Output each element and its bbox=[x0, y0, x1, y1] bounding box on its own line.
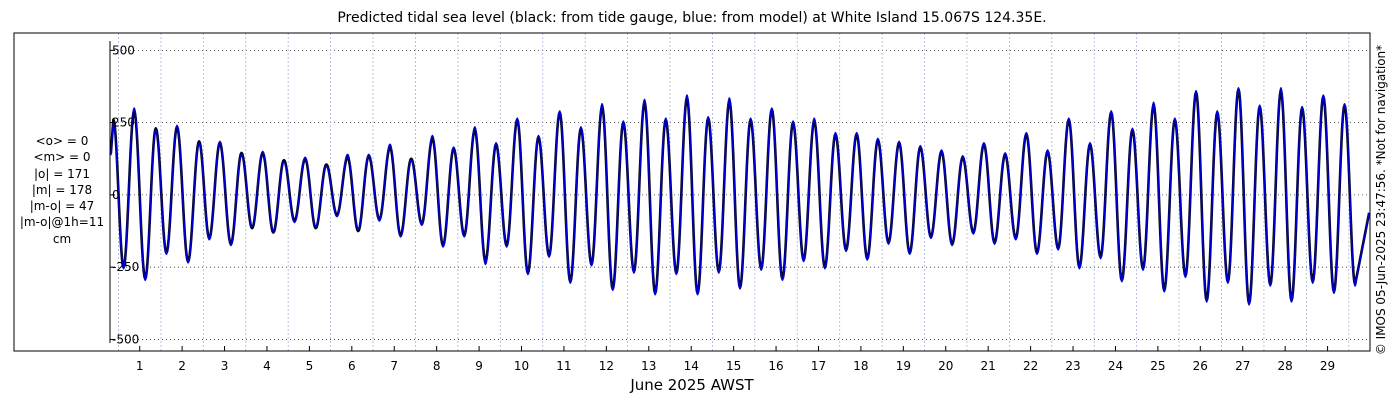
series-layer bbox=[109, 87, 1371, 306]
x-tick-label: 10 bbox=[514, 359, 529, 373]
x-tick-label: 8 bbox=[433, 359, 441, 373]
stat-model-abs: |m| = 178 bbox=[31, 182, 93, 197]
x-tick-label: 21 bbox=[981, 359, 996, 373]
x-tick-label: 13 bbox=[641, 359, 656, 373]
x-tick-label: 20 bbox=[938, 359, 953, 373]
stat-obs-mean: <o> = 0 bbox=[35, 134, 89, 148]
statistics-panel: <o> = 0 <m> = 0 |o| = 171 |m| = 178 |m-o… bbox=[14, 133, 110, 247]
grid-lines bbox=[110, 33, 1370, 351]
x-tick-label: 19 bbox=[896, 359, 911, 373]
stat-model-mean: <m> = 0 bbox=[33, 150, 91, 165]
x-tick-label: 17 bbox=[811, 359, 826, 373]
x-tick-label: 6 bbox=[348, 359, 356, 373]
x-tick-label: 27 bbox=[1235, 359, 1250, 373]
x-tick-label: 15 bbox=[726, 359, 741, 373]
x-axis-label: June 2025 AWST bbox=[630, 376, 754, 394]
x-tick-label: 3 bbox=[221, 359, 229, 373]
y-tick-label: -250 bbox=[112, 260, 139, 274]
chart-title: Predicted tidal sea level (black: from t… bbox=[337, 10, 1047, 26]
y-tick-label: 500 bbox=[112, 43, 135, 57]
x-tick-label: 23 bbox=[1065, 359, 1080, 373]
x-tick-label: 22 bbox=[1023, 359, 1038, 373]
model-series-line bbox=[110, 87, 1370, 306]
y-tick-label: -500 bbox=[112, 332, 139, 346]
x-tick-label: 11 bbox=[556, 359, 571, 373]
y-tick-label: 0 bbox=[112, 188, 120, 202]
x-tick-label: 28 bbox=[1278, 359, 1293, 373]
x-tick-label: 4 bbox=[263, 359, 271, 373]
stat-obs-abs: |o| = 171 bbox=[33, 166, 90, 181]
x-tick-label: 9 bbox=[475, 359, 483, 373]
x-tick-label: 1 bbox=[136, 359, 144, 373]
plot-frame bbox=[13, 32, 1371, 352]
stat-abs-diff-1h: |m-o|@1h=11 bbox=[19, 215, 105, 230]
x-tick-label: 7 bbox=[390, 359, 398, 373]
y-tick-label: 250 bbox=[112, 116, 135, 130]
x-tick-label: 24 bbox=[1108, 359, 1123, 373]
x-tick-label: 25 bbox=[1150, 359, 1165, 373]
x-tick-label: 16 bbox=[768, 359, 783, 373]
x-tick-label: 2 bbox=[178, 359, 186, 373]
x-tick-label: 12 bbox=[599, 359, 614, 373]
x-tick-label: 5 bbox=[306, 359, 314, 373]
x-tick-label: 29 bbox=[1320, 359, 1335, 373]
x-tick-label: 14 bbox=[684, 359, 699, 373]
stat-unit: cm bbox=[52, 231, 72, 246]
x-tick-label: 18 bbox=[853, 359, 868, 373]
stat-abs-diff: |m-o| = 47 bbox=[29, 199, 95, 214]
credit-notice: © IMOS 05-Jun-2025 23:47:56. *Not for na… bbox=[1374, 44, 1388, 356]
x-tick-label: 26 bbox=[1193, 359, 1208, 373]
